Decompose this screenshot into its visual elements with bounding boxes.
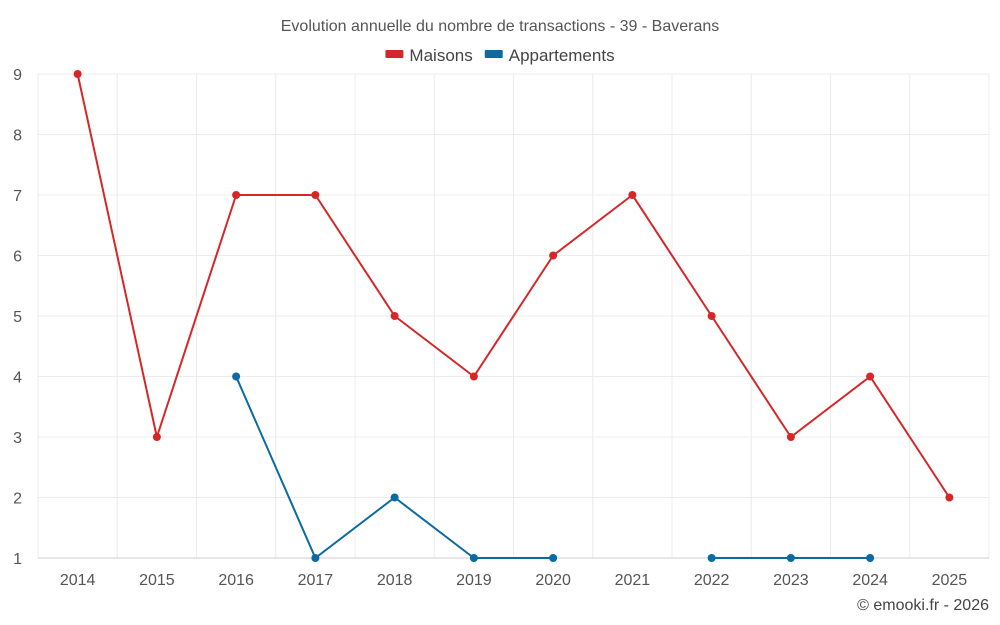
- series-line-appartements-0: [235, 376, 554, 559]
- x-tick-label-2014: 2014: [60, 572, 96, 589]
- x-tick-label-2023: 2023: [773, 572, 809, 589]
- x-tick-label-2024: 2024: [852, 572, 888, 589]
- y-tick-label-4: 4: [13, 370, 22, 387]
- point-maisons-2023[interactable]: [786, 433, 795, 441]
- point-maisons-2020[interactable]: [549, 251, 558, 260]
- x-tick-label-2018: 2018: [377, 572, 413, 589]
- point-maisons-2017[interactable]: [311, 191, 320, 199]
- point-appartements-2017[interactable]: [311, 554, 320, 562]
- point-maisons-2014[interactable]: [73, 70, 82, 78]
- point-appartements-2024[interactable]: [866, 554, 875, 562]
- legend: Maisons Appartements: [385, 46, 615, 65]
- y-tick-label-5: 5: [13, 309, 22, 326]
- point-maisons-2024[interactable]: [866, 372, 875, 381]
- point-appartements-2022[interactable]: [707, 554, 716, 562]
- point-appartements-2020[interactable]: [549, 554, 558, 562]
- legend-label-appartements: Appartements: [509, 46, 615, 65]
- point-maisons-2022[interactable]: [707, 312, 716, 320]
- chart-title: Evolution annuelle du nombre de transact…: [281, 18, 719, 35]
- series-appartements: [232, 372, 875, 562]
- point-maisons-2019[interactable]: [469, 372, 478, 381]
- series-line-maisons-0: [76, 73, 951, 499]
- y-tick-label-8: 8: [13, 128, 22, 145]
- y-tick-label-3: 3: [13, 430, 22, 447]
- legend-item-appartements[interactable]: Appartements: [484, 46, 615, 65]
- legend-swatch-appartements: [484, 50, 503, 58]
- legend-item-maisons[interactable]: Maisons: [385, 46, 473, 65]
- y-tick-label-2: 2: [13, 491, 22, 508]
- legend-swatch-maisons: [385, 50, 404, 58]
- x-tick-label-2017: 2017: [298, 572, 334, 589]
- y-tick-label-1: 1: [13, 551, 22, 568]
- y-tick-label-6: 6: [13, 249, 22, 266]
- point-appartements-2019[interactable]: [469, 554, 478, 562]
- credit: © emooki.fr - 2026: [857, 597, 989, 614]
- point-appartements-2016[interactable]: [232, 372, 241, 381]
- y-tick-label-7: 7: [13, 188, 22, 205]
- x-tick-label-2016: 2016: [218, 572, 254, 589]
- y-axis: 1 2 3 4 5 6 7 8 9: [13, 67, 22, 568]
- x-axis: 2014 2015 2016 2017 2018 2019 2020 2021 2022 2023…: [60, 572, 967, 589]
- legend-label-maisons: Maisons: [409, 46, 472, 65]
- point-appartements-2018[interactable]: [390, 493, 399, 502]
- series-maisons: [73, 70, 954, 502]
- point-maisons-2016[interactable]: [232, 191, 241, 199]
- x-tick-label-2019: 2019: [456, 572, 492, 589]
- x-tick-label-2021: 2021: [615, 572, 651, 589]
- y-tick-label-9: 9: [13, 67, 22, 84]
- x-tick-label-2022: 2022: [694, 572, 730, 589]
- point-maisons-2025[interactable]: [945, 493, 954, 502]
- point-appartements-2023[interactable]: [786, 554, 795, 562]
- point-maisons-2015[interactable]: [152, 433, 161, 441]
- series-group: [73, 70, 954, 562]
- point-maisons-2021[interactable]: [628, 191, 637, 199]
- x-tick-label-2025: 2025: [932, 572, 968, 589]
- x-tick-label-2020: 2020: [535, 572, 571, 589]
- point-maisons-2018[interactable]: [390, 312, 399, 320]
- x-tick-label-2015: 2015: [139, 572, 175, 589]
